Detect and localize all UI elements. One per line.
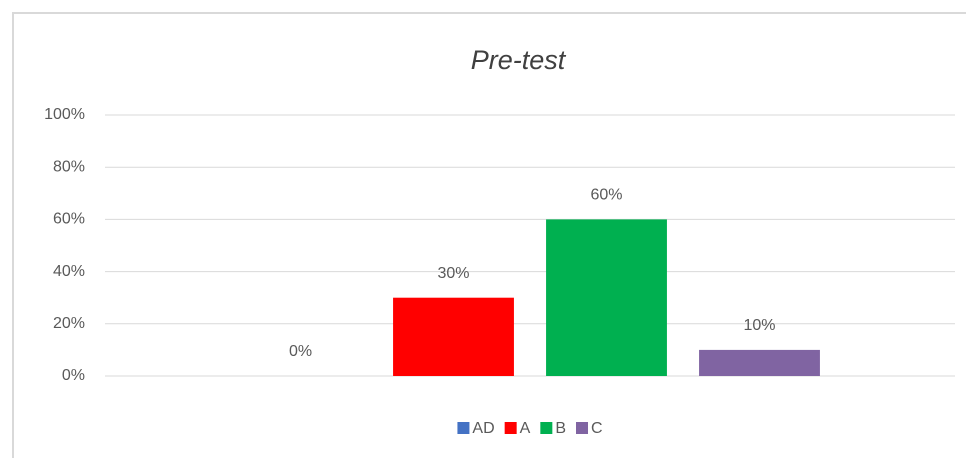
legend: AD A B C (457, 420, 603, 437)
bar (699, 349, 820, 376)
bar (546, 219, 667, 376)
y-tick-label: 100% (44, 106, 85, 123)
y-tick-label: 20% (53, 315, 85, 332)
legend-label: B (555, 420, 566, 437)
chart-frame (12, 12, 966, 458)
y-tick-label: 40% (53, 263, 85, 280)
legend-label: C (591, 420, 603, 437)
data-label: 0% (289, 343, 312, 360)
legend-label: AD (472, 420, 494, 437)
legend-swatch (504, 422, 517, 434)
bar (393, 297, 514, 376)
y-tick-label: 60% (53, 211, 85, 228)
data-label: 10% (743, 317, 775, 334)
chart-title: Pre-test (471, 45, 567, 75)
legend-swatch (540, 422, 553, 434)
legend-label: A (520, 420, 531, 437)
data-label: 60% (590, 187, 622, 204)
y-tick-label: 0% (62, 367, 85, 384)
data-label: 30% (437, 265, 469, 282)
legend-swatch (576, 422, 589, 434)
legend-swatch (457, 422, 470, 434)
y-tick-label: 80% (53, 158, 85, 175)
